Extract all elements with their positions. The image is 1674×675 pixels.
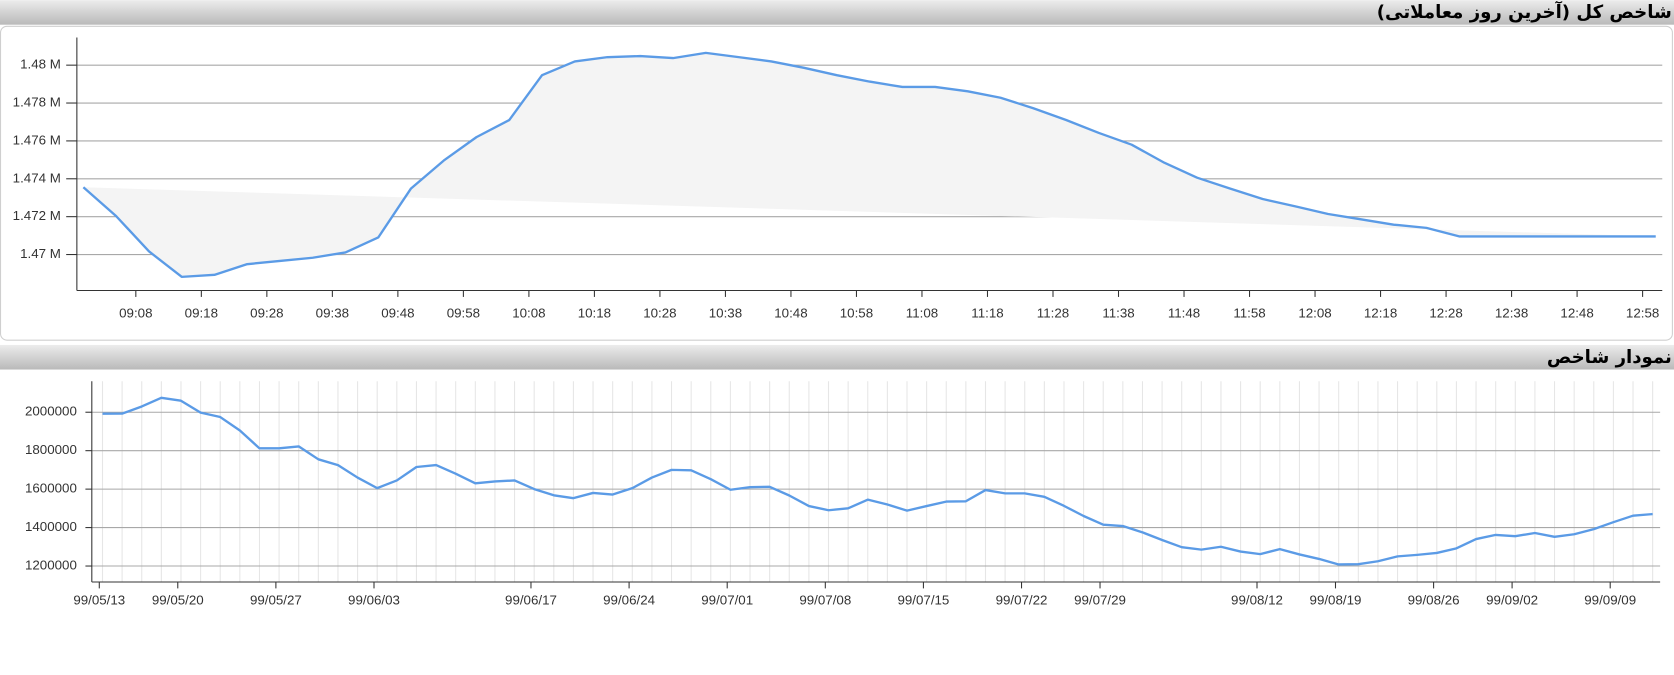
x-tick-label: 09:58 bbox=[447, 306, 480, 321]
x-tick-label: 10:48 bbox=[774, 306, 807, 321]
chart-index-intraday: 09:08 09:18 09:28 09:38 09:48 09:58 10:08 10:18… bbox=[13, 37, 1663, 321]
x-tick-label: 99/07/08 bbox=[799, 593, 851, 608]
x-tick-label: 99/05/20 bbox=[152, 593, 204, 608]
x-tick-label: 99/09/02 bbox=[1486, 593, 1538, 608]
x-tick-label: 09:08 bbox=[119, 306, 152, 321]
chart-index-history: 99/05/13 99/05/20 99/05/27 99/06/03 99/06/17… bbox=[25, 381, 1661, 608]
y-tick-label: 1600000 bbox=[25, 481, 77, 496]
y-tick-label: 1.48 M bbox=[20, 57, 61, 72]
x-tick-label: 99/06/03 bbox=[348, 593, 400, 608]
x-tick-label: 99/07/15 bbox=[897, 593, 949, 608]
x-tick-label: 99/07/22 bbox=[996, 593, 1048, 608]
y-tick-label: 1.47 M bbox=[20, 246, 61, 261]
panel-title: نمودار شاخص bbox=[1547, 347, 1672, 368]
x-tick-label: 12:38 bbox=[1495, 306, 1528, 321]
x-tick-label: 99/05/27 bbox=[250, 593, 302, 608]
line bbox=[102, 396, 1653, 566]
x-tick-label: 12:28 bbox=[1429, 306, 1462, 321]
x-tick-label: 09:48 bbox=[381, 306, 414, 321]
x-tick-label: 10:08 bbox=[512, 306, 545, 321]
x-tick-label: 11:08 bbox=[906, 306, 938, 321]
x-tick-label: 10:38 bbox=[709, 306, 742, 321]
x-tick-label: 99/09/09 bbox=[1584, 593, 1636, 608]
header-bar bbox=[0, 344, 1674, 370]
line bbox=[82, 51, 1656, 279]
x-tick-label: 12:58 bbox=[1626, 306, 1659, 321]
x-tick-label: 99/06/24 bbox=[603, 593, 655, 608]
y-tick-label: 1.478 M bbox=[13, 95, 61, 110]
panel-title: شاخص کل (آخرین روز معاملاتی) bbox=[1377, 0, 1672, 23]
header-bar bbox=[0, 0, 1674, 25]
x-tick-label: 99/08/12 bbox=[1231, 593, 1283, 608]
x-tick-label: 99/08/26 bbox=[1408, 593, 1460, 608]
y-tick-label: 2000000 bbox=[25, 404, 77, 419]
x-tick-label: 10:18 bbox=[578, 306, 611, 321]
area bbox=[83, 52, 1656, 277]
x-tick-label: 11:58 bbox=[1233, 306, 1265, 321]
x-tick-label: 99/07/29 bbox=[1074, 593, 1126, 608]
x-tick-label: 99/06/17 bbox=[505, 593, 557, 608]
x-tick-label: 12:18 bbox=[1364, 306, 1397, 321]
x-tick-label: 09:38 bbox=[316, 306, 349, 321]
y-tick-label: 1800000 bbox=[25, 442, 77, 457]
x-tick-label: 11:48 bbox=[1168, 306, 1200, 321]
y-tick-label: 1400000 bbox=[25, 519, 77, 534]
y-tick-label: 1.474 M bbox=[13, 170, 61, 185]
y-tick-label: 1.472 M bbox=[13, 208, 61, 223]
y-tick-label: 1200000 bbox=[25, 558, 77, 573]
x-tick-label: 99/07/01 bbox=[701, 593, 753, 608]
y-tick-label: 1.476 M bbox=[13, 132, 61, 147]
x-tick-label: 11:18 bbox=[971, 306, 1003, 321]
x-tick-label: 12:48 bbox=[1560, 306, 1593, 321]
x-tick-label: 99/08/19 bbox=[1310, 593, 1362, 608]
x-tick-label: 12:08 bbox=[1298, 306, 1331, 321]
x-tick-label: 99/05/13 bbox=[73, 593, 125, 608]
x-tick-label: 09:28 bbox=[250, 306, 283, 321]
x-tick-label: 11:28 bbox=[1037, 306, 1069, 321]
x-tick-label: 10:28 bbox=[643, 306, 676, 321]
x-tick-label: 09:18 bbox=[185, 306, 218, 321]
x-tick-label: 10:58 bbox=[840, 306, 873, 321]
x-tick-label: 11:38 bbox=[1102, 306, 1134, 321]
